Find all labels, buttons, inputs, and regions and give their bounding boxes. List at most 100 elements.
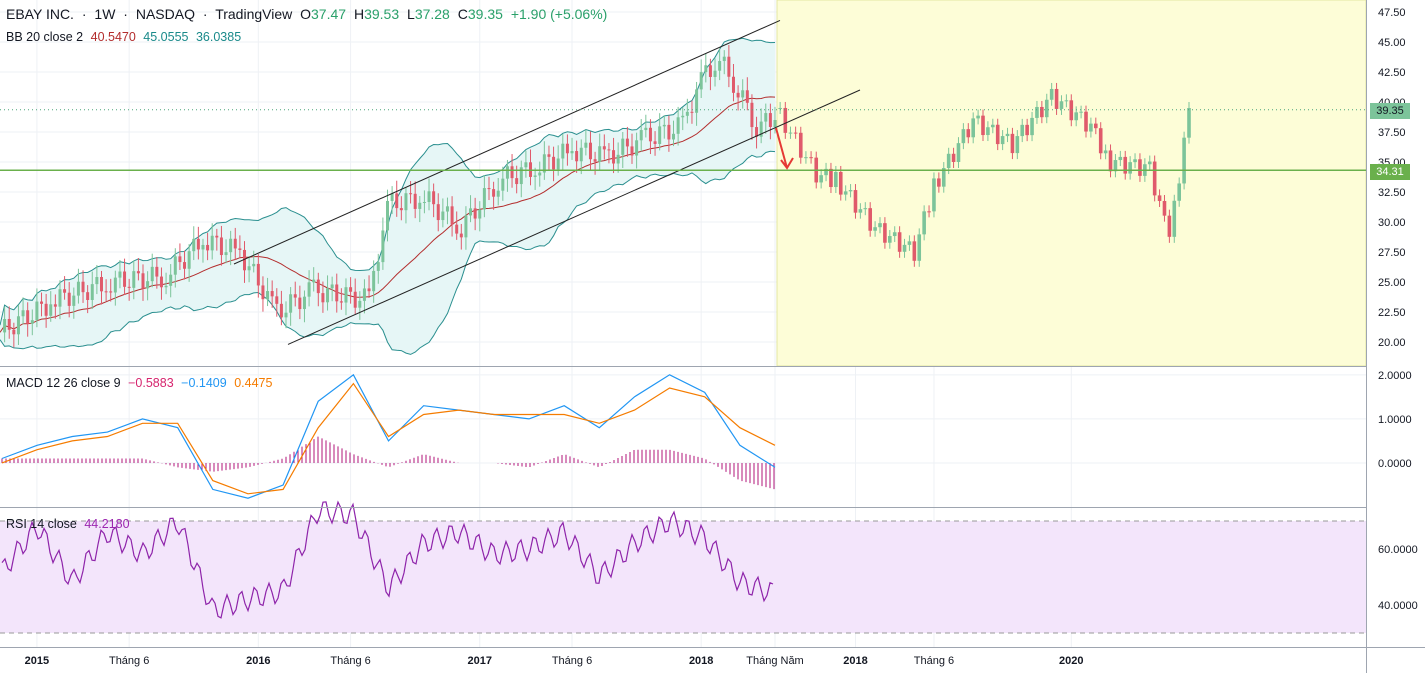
candle-body: [219, 237, 223, 256]
candle-body: [533, 175, 537, 177]
candle-body: [76, 281, 80, 296]
bb-label[interactable]: BB 20 close 2: [6, 30, 84, 44]
candle-body: [53, 304, 57, 307]
candle-body: [132, 271, 136, 288]
candle-body: [3, 318, 7, 333]
ohlc-open-value: 37.47: [311, 6, 347, 22]
projection-candle-body: [907, 241, 912, 245]
macd-signal-value: 0.4475: [234, 376, 273, 390]
candle-body: [123, 271, 127, 287]
rsi-band: [0, 521, 1366, 633]
candle-body: [358, 300, 362, 308]
ohlc-high-label: H: [353, 6, 365, 22]
projection-candle-body: [946, 153, 951, 169]
candle-body: [183, 262, 187, 269]
candle-body: [99, 277, 103, 292]
bollinger-lower-line[interactable]: [0, 150, 776, 355]
bb-lower-value: 36.0385: [195, 30, 242, 44]
symbol-name[interactable]: EBAY INC.: [6, 6, 74, 22]
candle-body: [413, 193, 417, 209]
candle-body: [210, 235, 214, 251]
candle-body: [602, 146, 606, 150]
projection-candle-body: [804, 157, 808, 159]
macd-legend[interactable]: MACD 12 26 close 9 −0.5883 −0.1409 0.447…: [6, 376, 276, 390]
candle-body: [588, 142, 592, 160]
candle-body: [510, 166, 514, 179]
rsi-value: 44.2180: [84, 517, 130, 531]
candle-body: [386, 200, 389, 231]
candle-body: [432, 191, 436, 205]
ohlc-close: C39.35: [458, 6, 507, 22]
candle-body: [552, 156, 556, 170]
macd-tick-label: 2.0000: [1378, 370, 1412, 382]
bollinger-legend[interactable]: BB 20 close 2 40.5470 45.0555 36.0385: [6, 30, 245, 44]
trend-channel-lower[interactable]: [287, 89, 861, 345]
rsi-tick-label: 60.0000: [1378, 544, 1418, 556]
candle-body: [21, 310, 25, 317]
projection-candle-body: [917, 234, 922, 261]
candle-body: [773, 120, 777, 127]
projection-candle-body: [843, 191, 848, 195]
bb-basis-value: 40.5470: [90, 30, 136, 44]
candle-body: [736, 92, 740, 98]
legend-sep: ·: [123, 6, 128, 22]
projection-candle-body: [1059, 101, 1064, 109]
price-tick-label: 22.50: [1378, 307, 1406, 319]
price-pane[interactable]: [0, 19, 1366, 355]
interval-label[interactable]: 1W: [94, 6, 116, 22]
candle-body: [575, 151, 579, 162]
trend-channel-upper[interactable]: [233, 19, 781, 265]
candle-body: [224, 252, 228, 256]
candle-body: [247, 266, 251, 271]
price-tick-label: 27.50: [1378, 247, 1406, 259]
candle-body: [136, 271, 140, 274]
projection-candle-body: [853, 190, 858, 213]
projection-candle-body: [1147, 161, 1152, 165]
macd-pane[interactable]: [1, 373, 776, 499]
candle-body: [169, 274, 173, 286]
candle-body: [113, 277, 117, 293]
candle-body: [699, 72, 703, 90]
candle-body: [755, 127, 759, 137]
candle-body: [40, 301, 44, 304]
rsi-tick-label: 40.0000: [1378, 600, 1418, 612]
time-tick-label: Tháng 6: [109, 655, 149, 667]
candle-body: [206, 244, 210, 251]
time-axis[interactable]: 2015 Tháng 6 2016 Tháng 6 2017 Tháng 6 2018 Thá…: [25, 655, 1084, 667]
projection-candle-body: [798, 132, 803, 158]
rsi-line[interactable]: [1, 500, 774, 619]
candle-body: [524, 162, 528, 168]
candle-body: [478, 209, 482, 219]
price-tick-label: 47.50: [1378, 7, 1406, 19]
projection-candle-body: [1084, 111, 1088, 132]
macd-line[interactable]: [1, 373, 776, 499]
projection-candle-body: [902, 244, 907, 252]
projection-candle-body: [976, 115, 980, 119]
candle-body: [187, 251, 191, 269]
projection-candle-body: [1167, 215, 1172, 237]
projection-candle-body: [1054, 88, 1059, 109]
candle-body: [159, 276, 163, 288]
candle-body: [662, 124, 666, 127]
candle-body: [58, 289, 62, 307]
candle-body: [335, 284, 339, 302]
candle-body: [344, 287, 348, 303]
candle-body: [330, 284, 334, 289]
price-tick-label: 37.50: [1378, 127, 1406, 139]
candle-body: [339, 301, 343, 303]
candle-body: [542, 154, 546, 173]
rsi-pane[interactable]: [0, 500, 1366, 634]
projection-candle-body: [1177, 183, 1181, 201]
candle-body: [704, 65, 708, 73]
symbol-legend[interactable]: EBAY INC. · 1W · NASDAQ · TradingView O3…: [6, 6, 611, 22]
macd-label[interactable]: MACD 12 26 close 9: [6, 376, 121, 390]
rsi-legend[interactable]: RSI 14 close 44.2180: [6, 517, 134, 531]
price-axis[interactable]: 47.5045.0042.5040.0037.5035.0032.5030.00…: [1378, 7, 1418, 612]
ohlc-high: H39.53: [354, 6, 403, 22]
projection-candle-body: [1020, 124, 1025, 137]
macd-signal-line[interactable]: [1, 382, 776, 495]
projection-candle-body: [941, 168, 946, 187]
projection-candle-body: [1108, 150, 1113, 172]
rsi-label[interactable]: RSI 14 close: [6, 517, 77, 531]
